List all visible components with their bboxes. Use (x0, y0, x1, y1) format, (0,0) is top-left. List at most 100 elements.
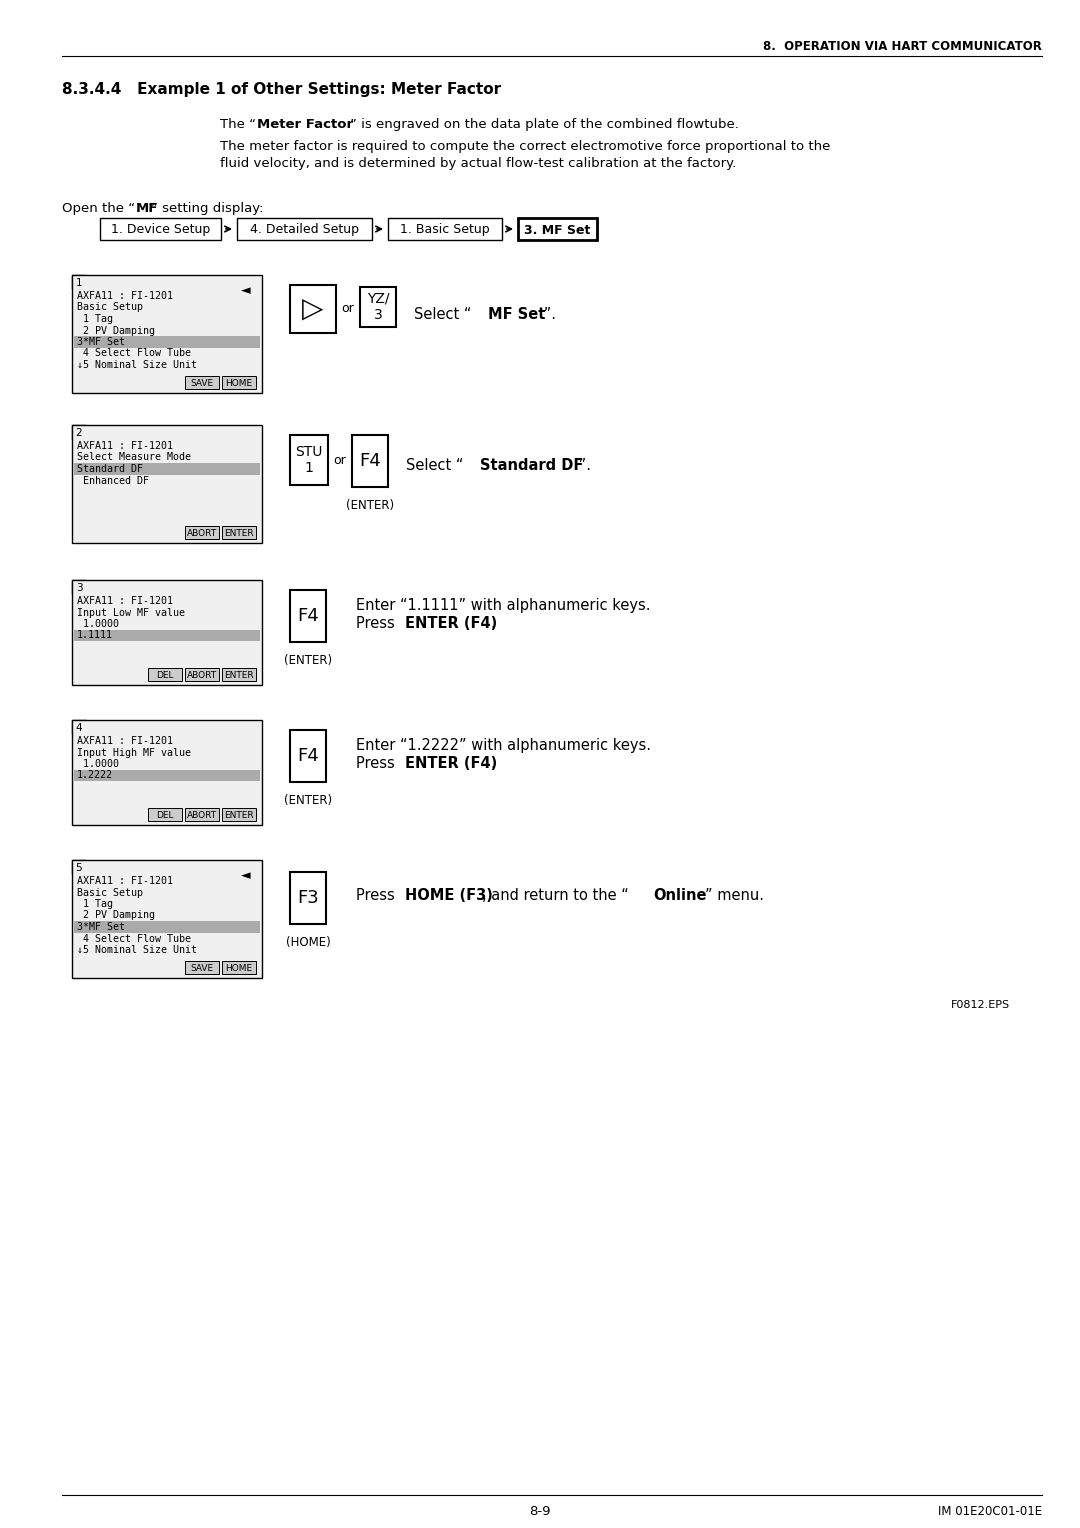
Bar (100, 219, 221, 240)
Text: Select “: Select “ (414, 307, 476, 322)
Bar (291, 435, 328, 484)
Text: 4: 4 (76, 723, 82, 733)
Text: Input High MF value: Input High MF value (77, 747, 191, 758)
Text: .: . (490, 616, 496, 631)
Text: 4 Select Flow Tube: 4 Select Flow Tube (77, 348, 191, 359)
Text: 1 Tag: 1 Tag (77, 898, 113, 909)
Bar (75, 630, 260, 642)
Text: Enter “1.1111” with alphanumeric keys.: Enter “1.1111” with alphanumeric keys. (356, 597, 650, 613)
Text: F3: F3 (297, 889, 319, 908)
Bar (75, 463, 260, 475)
Text: The “: The “ (220, 118, 256, 131)
Bar (75, 336, 260, 347)
Text: AXFA11 : FI-1201: AXFA11 : FI-1201 (77, 442, 173, 451)
Text: ”.: ”. (573, 458, 591, 474)
Text: 4. Detailed Setup: 4. Detailed Setup (249, 223, 359, 237)
Text: MF: MF (136, 202, 159, 215)
Text: ” setting display:: ” setting display: (151, 202, 264, 215)
Text: Press: Press (356, 616, 400, 631)
Text: 1.1111: 1.1111 (77, 631, 113, 640)
Text: 2: 2 (76, 428, 82, 439)
Text: 8.3.4.4   Example 1 of Other Settings: Meter Factor: 8.3.4.4 Example 1 of Other Settings: Met… (62, 83, 501, 96)
Text: (ENTER): (ENTER) (284, 654, 332, 668)
Text: 4 Select Flow Tube: 4 Select Flow Tube (77, 934, 191, 943)
Text: YZ/
3: YZ/ 3 (367, 292, 389, 322)
Text: 8-9: 8-9 (529, 1505, 551, 1517)
Text: ENTER (F4): ENTER (F4) (405, 756, 497, 772)
Text: ↓5 Nominal Size Unit: ↓5 Nominal Size Unit (77, 361, 197, 370)
Text: ENTER: ENTER (225, 671, 254, 680)
Bar (185, 376, 219, 390)
Text: Enter “1.2222” with alphanumeric keys.: Enter “1.2222” with alphanumeric keys. (356, 738, 651, 753)
Bar (222, 961, 256, 973)
Bar (360, 287, 396, 327)
Text: 5: 5 (76, 863, 82, 872)
Text: 2 PV Damping: 2 PV Damping (77, 911, 156, 920)
Bar (72, 860, 86, 874)
Text: (ENTER): (ENTER) (284, 795, 332, 807)
Text: ◄: ◄ (241, 284, 251, 298)
Text: 3: 3 (76, 584, 82, 593)
Text: Standard DF: Standard DF (480, 458, 583, 474)
Text: Standard DF: Standard DF (77, 465, 143, 474)
Bar (72, 425, 262, 542)
Text: ENTER (F4): ENTER (F4) (405, 616, 497, 631)
Bar (185, 808, 219, 821)
Text: ↓5 Nominal Size Unit: ↓5 Nominal Size Unit (77, 944, 197, 955)
Bar (72, 720, 86, 733)
Text: 3*MF Set: 3*MF Set (77, 338, 125, 347)
Text: 3. MF Set: 3. MF Set (524, 223, 591, 237)
Text: AXFA11 : FI-1201: AXFA11 : FI-1201 (77, 876, 173, 886)
Text: .: . (490, 756, 496, 772)
Text: AXFA11 : FI-1201: AXFA11 : FI-1201 (77, 290, 173, 301)
Text: 1. Device Setup: 1. Device Setup (111, 223, 211, 237)
Text: 2 PV Damping: 2 PV Damping (77, 325, 156, 336)
Text: IM 01E20C01-01E: IM 01E20C01-01E (937, 1505, 1042, 1517)
Text: Online: Online (653, 888, 707, 903)
Text: AXFA11 : FI-1201: AXFA11 : FI-1201 (77, 736, 173, 746)
Text: HOME: HOME (226, 964, 253, 973)
Bar (75, 921, 260, 932)
Text: , and return to the “: , and return to the “ (482, 888, 629, 903)
Bar (72, 581, 262, 685)
Bar (148, 668, 183, 681)
Text: ” menu.: ” menu. (705, 888, 765, 903)
Bar (291, 286, 336, 333)
Bar (75, 770, 260, 781)
Text: Input Low MF value: Input Low MF value (77, 608, 185, 617)
Bar (185, 668, 219, 681)
Text: HOME: HOME (226, 379, 253, 388)
Text: ABORT: ABORT (187, 671, 217, 680)
Bar (185, 526, 219, 539)
Text: STU
1: STU 1 (295, 445, 323, 475)
Text: Basic Setup: Basic Setup (77, 888, 143, 897)
Text: F4: F4 (297, 747, 319, 766)
Text: MF Set: MF Set (487, 307, 545, 322)
Text: 3*MF Set: 3*MF Set (77, 921, 125, 932)
Text: Press: Press (356, 888, 400, 903)
Text: DEL: DEL (157, 811, 174, 821)
Text: (ENTER): (ENTER) (346, 500, 394, 512)
Text: or: or (341, 303, 354, 315)
Bar (222, 668, 256, 681)
Bar (352, 435, 388, 487)
Text: ”.: ”. (539, 307, 556, 322)
Text: ” is engraved on the data plate of the combined flowtube.: ” is engraved on the data plate of the c… (350, 118, 739, 131)
Text: 1 Tag: 1 Tag (77, 313, 113, 324)
Text: F4: F4 (297, 607, 319, 625)
Text: HOME (F3): HOME (F3) (405, 888, 492, 903)
Bar (291, 590, 326, 642)
Bar (72, 860, 262, 978)
Text: 1: 1 (76, 278, 82, 287)
Text: Enhanced DF: Enhanced DF (77, 475, 149, 486)
Text: ENTER: ENTER (225, 811, 254, 821)
Bar (148, 808, 183, 821)
Text: DEL: DEL (157, 671, 174, 680)
Bar (222, 526, 256, 539)
Text: Basic Setup: Basic Setup (77, 303, 143, 313)
Bar (72, 581, 86, 594)
Bar (72, 275, 86, 289)
Bar (222, 376, 256, 390)
Bar (72, 275, 262, 393)
Text: ▷: ▷ (302, 295, 324, 322)
